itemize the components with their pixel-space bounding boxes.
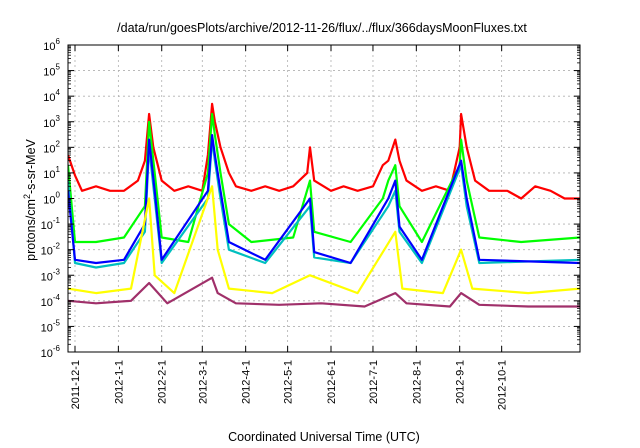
- y-tick-label: 104: [43, 88, 60, 104]
- y-tick-exponent: -4: [53, 293, 61, 302]
- y-tick-exponent: 6: [56, 37, 61, 46]
- x-tick-label: 2012-7-1: [368, 360, 380, 404]
- y-tick-exponent: 1: [56, 165, 61, 174]
- y-tick-label: 10-5: [41, 318, 61, 334]
- y-tick-exponent: -6: [53, 344, 61, 353]
- y-tick-exponent: -5: [53, 318, 61, 327]
- y-tick-exponent: -1: [53, 216, 61, 225]
- y-tick-base: 10: [43, 92, 55, 104]
- y-tick-exponent: 3: [56, 114, 61, 123]
- y-tick-base: 10: [41, 220, 53, 232]
- y-tick-label: 106: [43, 37, 60, 53]
- series-lines: [68, 102, 580, 308]
- y-tick-base: 10: [41, 348, 53, 360]
- x-tick-label: 2012-6-1: [326, 360, 338, 404]
- series-line-5: [68, 185, 580, 295]
- x-tick-label: 2012-8-1: [411, 360, 423, 404]
- y-tick-exponent: -2: [53, 242, 61, 251]
- y-axis-title-tail: -s-sr-MeV: [24, 138, 38, 194]
- y-tick-label: 103: [43, 114, 60, 130]
- x-tick-label: 2012-3-1: [197, 360, 209, 404]
- y-tick-label: 102: [43, 139, 60, 155]
- y-tick-base: 10: [41, 246, 53, 258]
- y-tick-label: 10-6: [41, 344, 61, 360]
- y-axis-title: protons/cm2-s-sr-MeV: [22, 138, 38, 260]
- grid-lines: [68, 45, 580, 352]
- y-tick-base: 10: [43, 143, 55, 155]
- chart-title: /data/run/goesPlots/archive/2012-11-26/f…: [117, 21, 527, 35]
- y-tick-label: 105: [43, 63, 60, 79]
- y-axis-title-main: protons/cm: [24, 199, 38, 261]
- y-tick-base: 10: [41, 297, 53, 309]
- x-axis-ticks: 2011-12-1 2012-1-1 2012-2-1 2012-3-1 2012-4-…: [70, 45, 509, 410]
- y-tick-base: 10: [41, 322, 53, 334]
- x-axis-title: Coordinated Universal Time (UTC): [228, 430, 420, 444]
- y-tick-label: 101: [43, 165, 60, 181]
- x-tick-label: 2012-1-1: [113, 360, 125, 404]
- y-tick-base: 10: [43, 118, 55, 130]
- y-tick-label: 10-3: [41, 267, 61, 283]
- y-tick-label: 10-4: [41, 293, 61, 309]
- x-tick-label: 2012-2-1: [157, 360, 169, 404]
- y-tick-exponent: 0: [56, 191, 61, 200]
- series-line-6: [68, 276, 580, 308]
- y-tick-base: 10: [41, 271, 53, 283]
- x-tick-label: 2012-10-1: [497, 360, 509, 410]
- y-tick-label: 10-1: [41, 216, 61, 232]
- x-tick-label: 2011-12-1: [70, 360, 82, 409]
- series-line-3: [68, 138, 580, 269]
- x-tick-label: 2012-4-1: [241, 360, 253, 404]
- y-tick-label: 10-2: [41, 242, 61, 258]
- series-line-1: [68, 102, 580, 200]
- y-tick-base: 10: [43, 67, 55, 79]
- y-tick-exponent: -3: [53, 267, 61, 276]
- y-axis-ticks: 10-610-510-410-310-210-11001011021031041…: [41, 37, 580, 360]
- y-tick-exponent: 5: [56, 63, 61, 72]
- y-tick-base: 10: [43, 195, 55, 207]
- y-tick-base: 10: [43, 169, 55, 181]
- y-tick-exponent: 2: [56, 139, 61, 148]
- y-tick-exponent: 4: [56, 88, 61, 97]
- y-axis-title-sup: 2: [22, 194, 32, 199]
- y-tick-label: 100: [43, 191, 60, 207]
- x-tick-label: 2012-5-1: [283, 360, 295, 404]
- y-tick-base: 10: [43, 41, 55, 53]
- x-tick-label: 2012-9-1: [455, 360, 467, 404]
